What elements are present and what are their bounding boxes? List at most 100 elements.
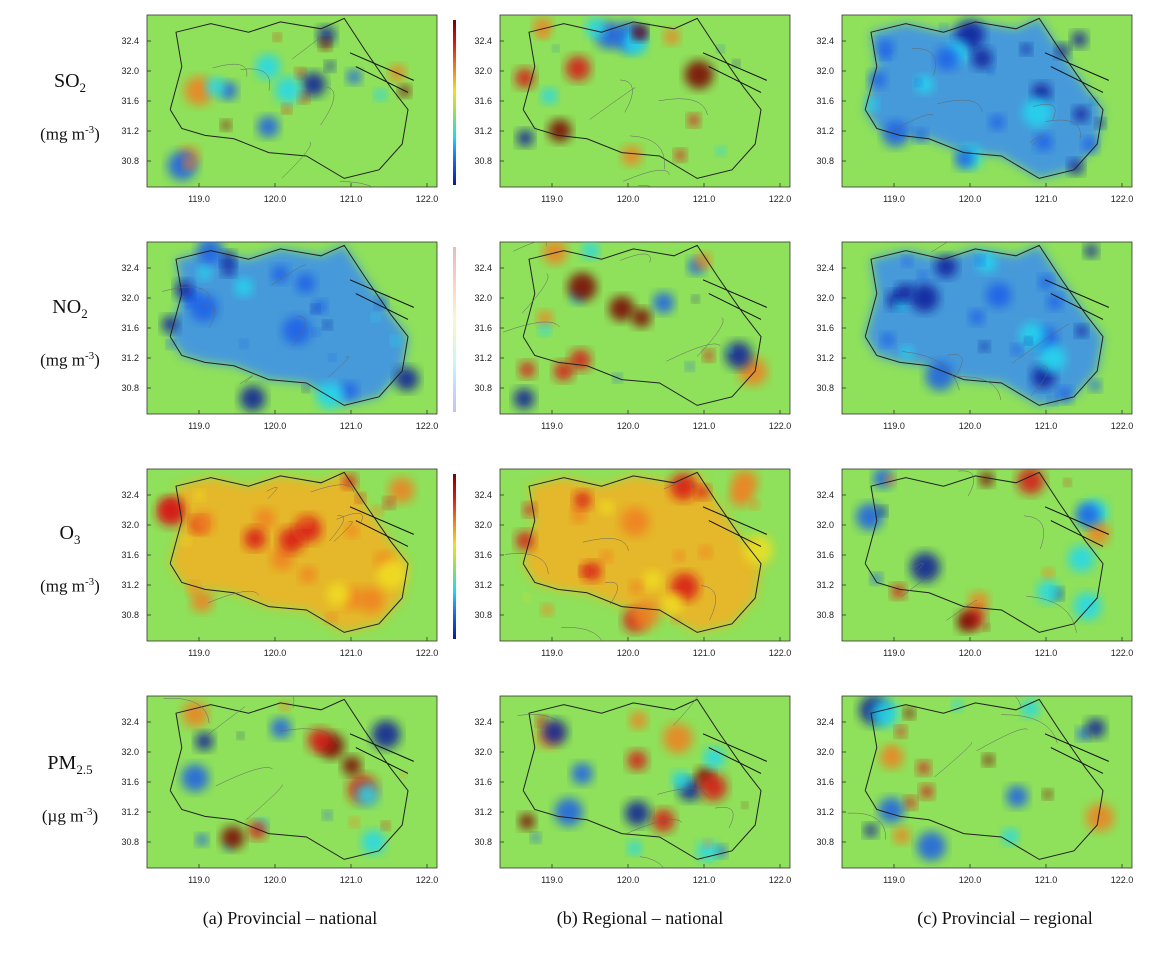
lat-tick-label: 30.8 (121, 383, 139, 393)
lat-tick-label: 31.6 (121, 96, 139, 106)
lat-tick-label: 32.4 (474, 717, 492, 727)
lat-tick-label: 31.6 (474, 550, 492, 560)
field-blob (1084, 244, 1098, 258)
county-boundary (292, 36, 321, 60)
county-boundary (521, 273, 549, 314)
county-boundary (513, 242, 547, 252)
caption-b: (b) Regional – national (556, 908, 724, 928)
map-panel-1-2: 32.4 32.0 31.6 31.2 30.8 119.0 120.0 121.0 122.0 (816, 241, 1133, 431)
lat-tick-label: 31.2 (121, 126, 139, 136)
province-boundary (169, 244, 409, 406)
county-boundary (517, 714, 564, 734)
field-blob (571, 762, 593, 785)
field-blob (1038, 275, 1054, 290)
field-blob (282, 104, 292, 113)
lon-tick-label: 120.0 (264, 648, 287, 658)
lat-tick-label: 32.0 (121, 66, 139, 76)
field-blob (326, 613, 337, 624)
river-estuary (1044, 52, 1109, 93)
field-blob (979, 341, 990, 352)
county-boundary (605, 581, 618, 605)
field-blob (703, 839, 712, 848)
unit-close: ) (94, 576, 100, 596)
province-boundary (864, 244, 1104, 406)
lat-tick-label: 31.6 (121, 550, 139, 560)
field-blob (975, 256, 985, 266)
field-blob (891, 584, 906, 599)
unit-label: (mg m (40, 350, 85, 370)
field-blob (371, 313, 380, 322)
field-blob (355, 783, 379, 807)
field-blob (374, 89, 387, 101)
field-blob (856, 503, 883, 531)
unit-label: (µg m (41, 806, 84, 826)
lon-tick-label: 122.0 (416, 421, 439, 431)
field-blob (515, 531, 535, 551)
province-boundary (522, 698, 762, 860)
field-blob (326, 582, 351, 607)
county-boundary (1011, 323, 1070, 364)
lon-tick-label: 122.0 (769, 875, 792, 885)
lon-tick-label: 119.0 (188, 648, 210, 658)
field-blob (987, 68, 994, 75)
county-boundary (1045, 119, 1081, 139)
lat-tick-label: 30.8 (816, 156, 834, 166)
map-panel-1-0: 32.4 32.0 31.6 31.2 30.8 119.0 120.0 121.0 122.0 (121, 241, 439, 431)
county-boundary (976, 728, 1028, 752)
county-boundary (714, 807, 734, 829)
lat-tick-label: 32.0 (816, 520, 834, 530)
field-blob (381, 822, 390, 830)
county-boundary (279, 728, 338, 745)
field-blob (934, 255, 958, 278)
county-boundary (271, 264, 306, 286)
field-blob (221, 251, 236, 266)
lon-tick-label: 119.0 (883, 648, 905, 658)
county-boundary (658, 98, 708, 116)
river-estuary (349, 506, 414, 547)
field-blob (609, 296, 635, 322)
lon-tick-label: 122.0 (416, 194, 439, 204)
river-estuary (702, 52, 767, 93)
unit-close: ) (94, 350, 100, 370)
lon-tick-label: 120.0 (264, 421, 287, 431)
concentration-field (163, 696, 414, 860)
lon-tick-label: 122.0 (416, 875, 439, 885)
field-blob (865, 98, 879, 112)
lon-tick-label: 121.0 (340, 875, 363, 885)
field-blob (342, 756, 362, 776)
field-blob (237, 732, 244, 739)
field-blob (1034, 133, 1053, 151)
field-blob (537, 28, 549, 40)
county-boundary (946, 600, 977, 621)
river-estuary (1044, 506, 1109, 547)
field-blob (279, 701, 290, 711)
species-label: SO (53, 70, 80, 92)
field-blob (273, 33, 281, 41)
field-blob (516, 129, 534, 147)
field-blob (1020, 43, 1032, 55)
field-blob (191, 590, 213, 613)
field-blob (295, 68, 306, 79)
field-blob (726, 346, 733, 353)
unit-superscript: -3 (85, 124, 95, 136)
field-blob (257, 115, 280, 138)
map-panel-3-2: 32.4 32.0 31.6 31.2 30.8 119.0 120.0 121.0 122.0 (816, 695, 1133, 885)
county-boundary (1029, 136, 1042, 146)
lon-tick-label: 121.0 (340, 648, 363, 658)
field-blob (729, 483, 753, 507)
field-blob (221, 120, 232, 131)
county-boundary (329, 515, 345, 542)
field-blob (282, 316, 312, 345)
field-blob (1048, 396, 1057, 405)
species-subscript: 3 (73, 532, 81, 547)
county-boundary (626, 819, 683, 834)
province-boundary (522, 244, 762, 406)
field-blob (1063, 478, 1071, 486)
field-blob (582, 242, 600, 259)
field-blob (674, 149, 686, 161)
field-blob (1036, 580, 1060, 604)
county-boundary (504, 553, 549, 574)
river-estuary (1044, 733, 1109, 774)
field-blob (671, 771, 691, 790)
map-panel-3-1: 32.4 32.0 31.6 31.2 30.8 119.0 120.0 121.0 122.0 (474, 695, 792, 885)
